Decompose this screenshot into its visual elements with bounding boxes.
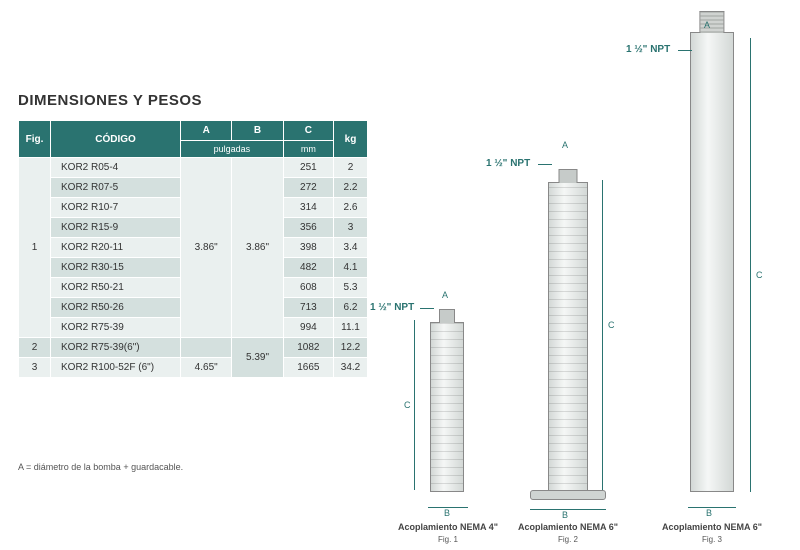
- caption-2: Acoplamiento NEMA 6": [518, 522, 618, 532]
- cell-kg: 2.6: [334, 198, 368, 218]
- cell-a: [181, 338, 232, 358]
- dim-a-3: A: [704, 20, 710, 30]
- dim-c-3: C: [756, 270, 763, 280]
- npt-leader-3: [678, 50, 692, 51]
- cell-code: KOR2 R75-39(6"): [51, 338, 181, 358]
- dim-b-3: B: [706, 508, 712, 518]
- cell-c: 398: [283, 238, 333, 258]
- th-mm: mm: [283, 141, 333, 158]
- npt-leader-2: [538, 164, 552, 165]
- dim-a-2: A: [562, 140, 568, 150]
- dim-c-1: C: [404, 400, 411, 410]
- dim-c-line-3: [750, 38, 751, 492]
- dim-a-1: A: [442, 290, 448, 300]
- table-row: 1 KOR2 R05-4 3.86" 3.86" 251 2: [19, 158, 368, 178]
- cell-kg: 5.3: [334, 278, 368, 298]
- cell-code: KOR2 R50-21: [51, 278, 181, 298]
- cell-a: 4.65": [181, 358, 232, 378]
- cell-fig: 2: [19, 338, 51, 358]
- cell-code: KOR2 R75-39: [51, 318, 181, 338]
- cell-b: 3.86": [232, 158, 283, 338]
- cell-c: 482: [283, 258, 333, 278]
- pump2-flange: [530, 490, 606, 500]
- pump-body-texture: [549, 183, 587, 491]
- dim-c-line-1: [414, 320, 415, 490]
- cell-code: KOR2 R15-9: [51, 218, 181, 238]
- pump-fig2: [548, 182, 588, 492]
- cell-fig: 1: [19, 158, 51, 338]
- npt-leader-1: [420, 308, 434, 309]
- caption-1: Acoplamiento NEMA 4": [398, 522, 498, 532]
- footnote: A = diámetro de la bomba + guardacable.: [18, 462, 183, 472]
- figno-2: Fig. 2: [518, 535, 618, 544]
- cell-c: 994: [283, 318, 333, 338]
- dim-b-1: B: [444, 508, 450, 518]
- pump-fig1: [430, 322, 464, 492]
- th-b: B: [232, 121, 283, 141]
- dimensions-table: Fig. CÓDIGO A B C kg pulgadas mm 1 KOR2 …: [18, 120, 368, 378]
- cell-code: KOR2 R30-15: [51, 258, 181, 278]
- cell-c: 272: [283, 178, 333, 198]
- table-row: 3 KOR2 R100-52F (6") 4.65" 1665 34.2: [19, 358, 368, 378]
- th-a: A: [181, 121, 232, 141]
- cell-kg: 11.1: [334, 318, 368, 338]
- figno-3: Fig. 3: [662, 535, 762, 544]
- cell-code: KOR2 R10-7: [51, 198, 181, 218]
- caption-3: Acoplamiento NEMA 6": [662, 522, 762, 532]
- npt-label-1: 1 ½" NPT: [370, 302, 414, 313]
- dim-c-2: C: [608, 320, 615, 330]
- figno-1: Fig. 1: [398, 535, 498, 544]
- pump-outlet: [559, 169, 578, 183]
- diagram-area: 1 ½" NPT A C B Acoplamiento NEMA 4" Fig.…: [390, 20, 790, 540]
- dim-b-2: B: [562, 510, 568, 520]
- cell-kg: 2.2: [334, 178, 368, 198]
- npt-label-2: 1 ½" NPT: [486, 158, 530, 169]
- pump-body-texture: [431, 323, 463, 491]
- cell-kg: 12.2: [334, 338, 368, 358]
- cell-code: KOR2 R20-11: [51, 238, 181, 258]
- cell-code: KOR2 R07-5: [51, 178, 181, 198]
- cell-c: 713: [283, 298, 333, 318]
- cell-kg: 3.4: [334, 238, 368, 258]
- npt-label-3: 1 ½" NPT: [626, 44, 670, 55]
- table-row: 2 KOR2 R75-39(6") 5.39" 1082 12.2: [19, 338, 368, 358]
- page-title: DIMENSIONES Y PESOS: [18, 92, 202, 109]
- cell-c: 1082: [283, 338, 333, 358]
- th-c: C: [283, 121, 333, 141]
- cell-code: KOR2 R05-4: [51, 158, 181, 178]
- cell-fig: 3: [19, 358, 51, 378]
- cell-code: KOR2 R100-52F (6"): [51, 358, 181, 378]
- cell-kg: 6.2: [334, 298, 368, 318]
- th-kg: kg: [334, 121, 368, 158]
- pump-outlet: [439, 309, 455, 323]
- cell-c: 1665: [283, 358, 333, 378]
- cell-c: 356: [283, 218, 333, 238]
- th-codigo: CÓDIGO: [51, 121, 181, 158]
- cell-kg: 4.1: [334, 258, 368, 278]
- cell-c: 608: [283, 278, 333, 298]
- cell-c: 251: [283, 158, 333, 178]
- cell-code: KOR2 R50-26: [51, 298, 181, 318]
- th-pulgadas: pulgadas: [181, 141, 284, 158]
- dim-c-line-2: [602, 180, 603, 490]
- cell-b: 5.39": [232, 338, 283, 378]
- cell-kg: 2: [334, 158, 368, 178]
- cell-a: 3.86": [181, 158, 232, 338]
- cell-c: 314: [283, 198, 333, 218]
- pump-fig3: [690, 32, 734, 492]
- cell-kg: 34.2: [334, 358, 368, 378]
- cell-kg: 3: [334, 218, 368, 238]
- th-fig: Fig.: [19, 121, 51, 158]
